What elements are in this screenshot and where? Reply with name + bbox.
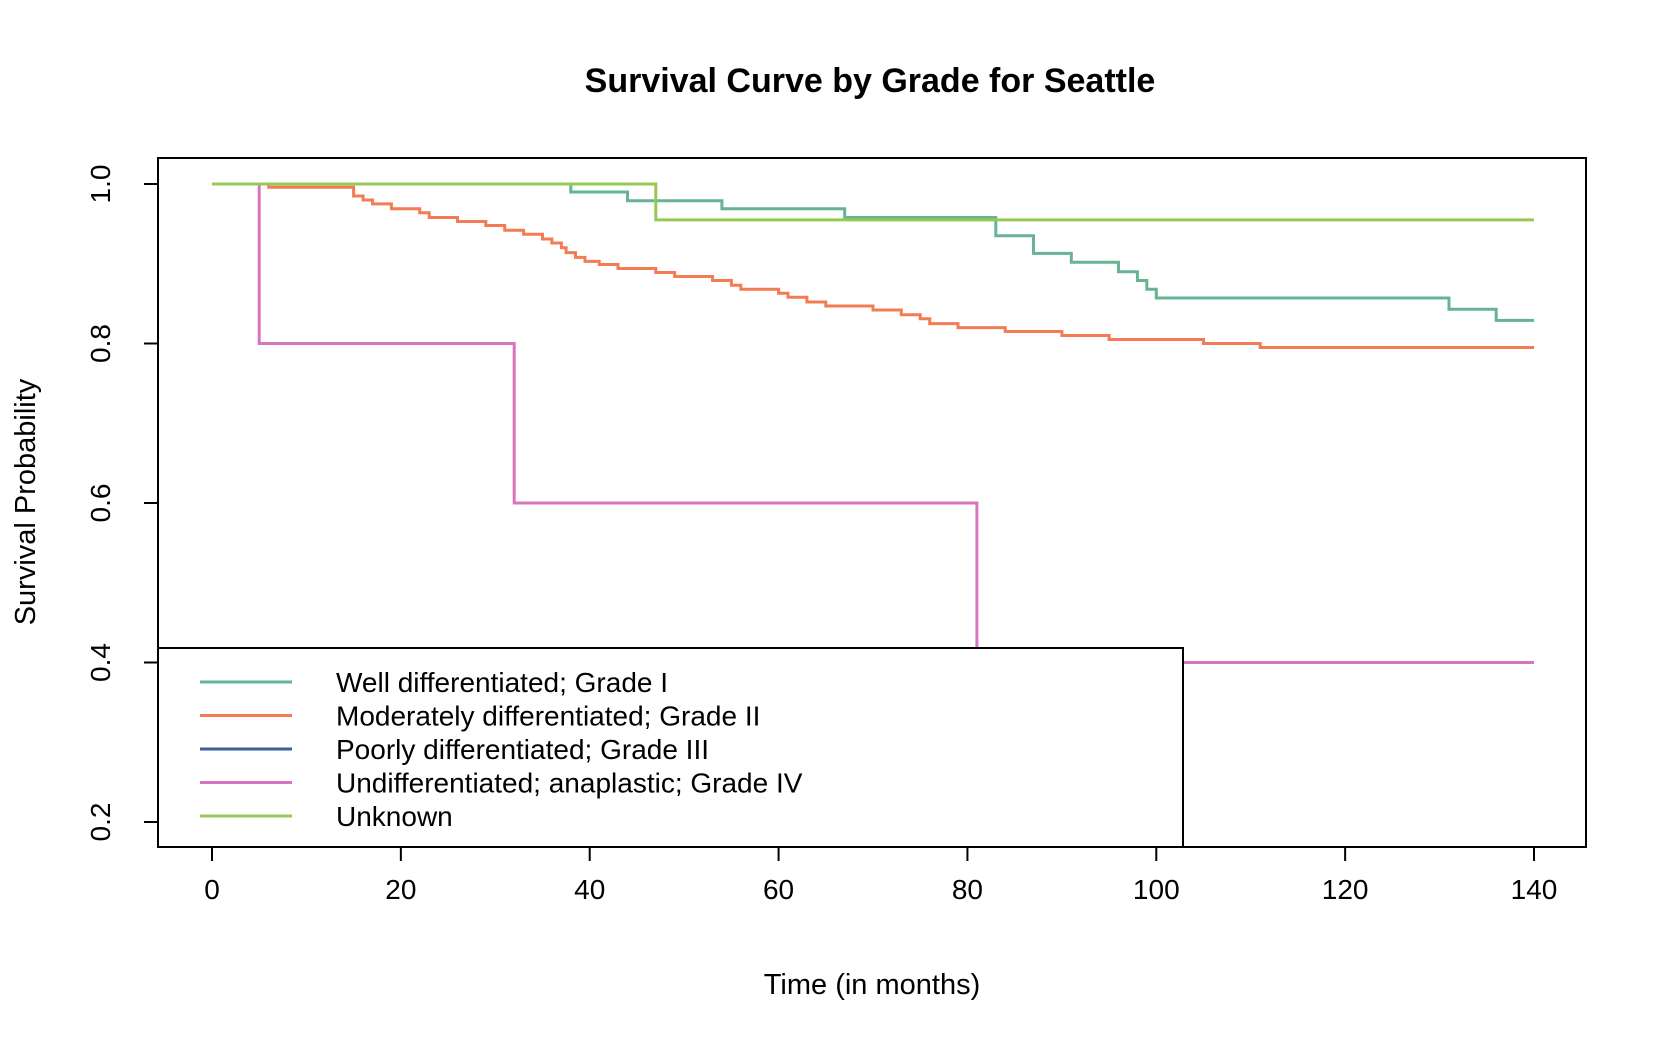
series-line-5 xyxy=(212,182,1534,222)
y-tick-label-3: 0.8 xyxy=(85,324,116,363)
plot-layer xyxy=(212,182,1534,664)
x-tick-label-4: 80 xyxy=(952,874,983,905)
legend-box xyxy=(157,647,1184,848)
chart-title: Survival Curve by Grade for Seattle xyxy=(585,62,1156,100)
y-tick-label-0: 0.2 xyxy=(85,803,116,842)
legend-label-2: Moderately differentiated; Grade II xyxy=(336,701,760,732)
legend-label-1: Well differentiated; Grade I xyxy=(336,667,668,698)
y-axis: 0.2 0.4 0.6 0.8 1.0 xyxy=(85,165,159,842)
y-tick-label-4: 1.0 xyxy=(85,165,116,204)
x-axis: 0 20 40 60 80 100 120 140 xyxy=(204,846,1558,905)
x-tick-label-1: 20 xyxy=(385,874,416,905)
series-line-4 xyxy=(212,182,1534,664)
series-line-1 xyxy=(212,182,1534,322)
legend-label-4: Undifferentiated; anaplastic; Grade IV xyxy=(336,768,803,799)
legend-label-5: Unknown xyxy=(336,801,453,832)
x-tick-label-7: 140 xyxy=(1511,874,1558,905)
y-tick-label-2: 0.6 xyxy=(85,484,116,523)
x-axis-label: Time (in months) xyxy=(764,969,980,1001)
x-tick-label-5: 100 xyxy=(1133,874,1180,905)
x-tick-label-6: 120 xyxy=(1322,874,1369,905)
x-tick-label-2: 40 xyxy=(574,874,605,905)
legend-label-3: Poorly differentiated; Grade III xyxy=(336,734,709,765)
y-axis-label: Survival Probability xyxy=(10,378,42,625)
y-tick-label-1: 0.4 xyxy=(85,643,116,682)
x-tick-label-3: 60 xyxy=(763,874,794,905)
series-line-2 xyxy=(212,182,1534,349)
x-tick-label-0: 0 xyxy=(204,874,220,905)
